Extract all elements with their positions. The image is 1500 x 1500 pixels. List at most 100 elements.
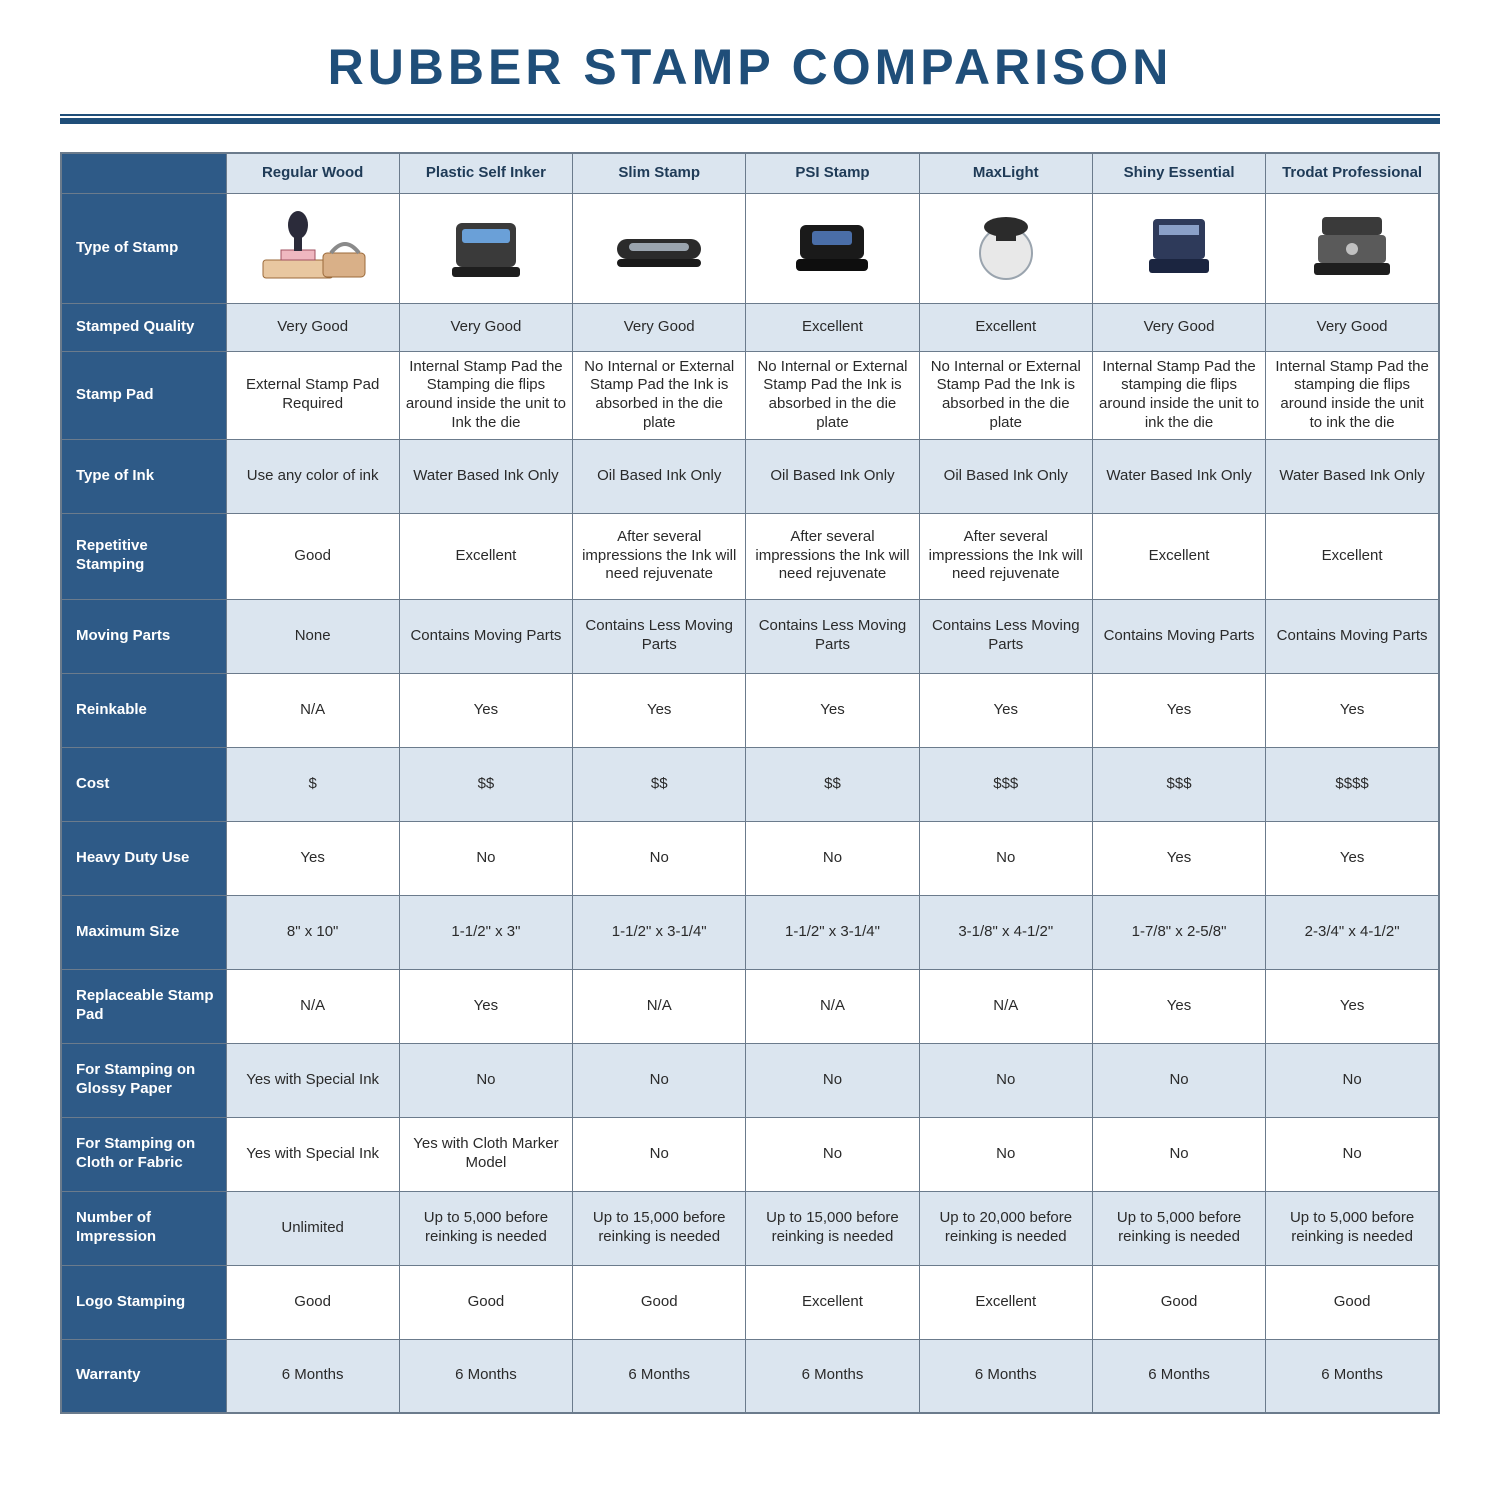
table-cell (1092, 193, 1265, 303)
table-cell: Yes (399, 969, 572, 1043)
table-cell: Oil Based Ink Only (919, 439, 1092, 513)
table-cell: Unlimited (226, 1191, 399, 1265)
row-label: Reinkable (61, 673, 226, 747)
table-cell: No (1092, 1117, 1265, 1191)
table-cell: Good (399, 1265, 572, 1339)
table-cell: Up to 5,000 before reinking is needed (399, 1191, 572, 1265)
table-cell: No Internal or External Stamp Pad the In… (919, 351, 1092, 439)
col-header: PSI Stamp (746, 153, 919, 193)
table-cell: N/A (226, 969, 399, 1043)
table-cell: 3-1/8" x 4-1/2" (919, 895, 1092, 969)
table-cell: 1-7/8" x 2-5/8" (1092, 895, 1265, 969)
table-cell: Internal Stamp Pad the Stamping die flip… (399, 351, 572, 439)
table-cell: Excellent (919, 1265, 1092, 1339)
table-cell: Yes (226, 821, 399, 895)
table-cell: After several impressions the Ink will n… (746, 513, 919, 599)
table-cell: Very Good (1266, 303, 1439, 351)
table-cell: Excellent (399, 513, 572, 599)
table-cell: Yes with Cloth Marker Model (399, 1117, 572, 1191)
table-row: For Stamping on Glossy PaperYes with Spe… (61, 1043, 1439, 1117)
col-header: Trodat Professional (1266, 153, 1439, 193)
table-row: Moving PartsNoneContains Moving PartsCon… (61, 599, 1439, 673)
col-header: Regular Wood (226, 153, 399, 193)
table-cell: 6 Months (746, 1339, 919, 1413)
table-row: Stamped QualityVery GoodVery GoodVery Go… (61, 303, 1439, 351)
table-cell: 1-1/2" x 3-1/4" (573, 895, 746, 969)
table-cell: $$ (573, 747, 746, 821)
table-cell: 6 Months (1092, 1339, 1265, 1413)
table-cell: 1-1/2" x 3-1/4" (746, 895, 919, 969)
table-cell: Very Good (573, 303, 746, 351)
table-cell: 6 Months (919, 1339, 1092, 1413)
row-label: Warranty (61, 1339, 226, 1413)
table-cell: Up to 5,000 before reinking is needed (1092, 1191, 1265, 1265)
table-cell: No (1092, 1043, 1265, 1117)
table-cell: Yes (573, 673, 746, 747)
slim-stamp-icon (599, 272, 719, 289)
table-cell (573, 193, 746, 303)
table-cell: Water Based Ink Only (1092, 439, 1265, 513)
table-row: Type of Stamp (61, 193, 1439, 303)
table-cell: 6 Months (226, 1339, 399, 1413)
table-cell: None (226, 599, 399, 673)
row-label: Moving Parts (61, 599, 226, 673)
table-cell: Contains Less Moving Parts (746, 599, 919, 673)
table-cell: Yes (1266, 969, 1439, 1043)
table-cell: No (746, 821, 919, 895)
table-row: ReinkableN/AYesYesYesYesYesYes (61, 673, 1439, 747)
table-cell: No (746, 1117, 919, 1191)
table-cell: Yes (1092, 969, 1265, 1043)
table-cell: Excellent (746, 1265, 919, 1339)
row-label: Cost (61, 747, 226, 821)
table-cell: $$$ (919, 747, 1092, 821)
table-cell: 6 Months (399, 1339, 572, 1413)
table-cell: No (573, 1117, 746, 1191)
row-label: Heavy Duty Use (61, 821, 226, 895)
table-cell: No (919, 821, 1092, 895)
table-row: Heavy Duty UseYesNoNoNoNoYesYes (61, 821, 1439, 895)
table-cell: Yes with Special Ink (226, 1043, 399, 1117)
table-cell: N/A (573, 969, 746, 1043)
page: RUBBER STAMP COMPARISON Regular Wood Pla… (0, 0, 1500, 1414)
table-cell: No (746, 1043, 919, 1117)
row-label: Stamp Pad (61, 351, 226, 439)
table-cell (399, 193, 572, 303)
table-body: Type of StampStamped QualityVery GoodVer… (61, 193, 1439, 1413)
row-label: Replaceable Stamp Pad (61, 969, 226, 1043)
col-header: Shiny Essential (1092, 153, 1265, 193)
comparison-table: Regular Wood Plastic Self Inker Slim Sta… (60, 152, 1440, 1414)
table-cell: No (573, 821, 746, 895)
table-cell: Yes (746, 673, 919, 747)
row-label: Type of Ink (61, 439, 226, 513)
table-cell: Excellent (746, 303, 919, 351)
table-cell: N/A (746, 969, 919, 1043)
row-label: For Stamping on Cloth or Fabric (61, 1117, 226, 1191)
table-cell: No Internal or External Stamp Pad the In… (573, 351, 746, 439)
shiny-essential-stamp-icon (1119, 272, 1239, 289)
table-cell: Use any color of ink (226, 439, 399, 513)
table-cell: No (399, 821, 572, 895)
table-cell: No (1266, 1043, 1439, 1117)
table-cell: Good (573, 1265, 746, 1339)
header-corner (61, 153, 226, 193)
table-cell: $$$ (1092, 747, 1265, 821)
table-cell: Up to 20,000 before reinking is needed (919, 1191, 1092, 1265)
table-cell (226, 193, 399, 303)
psi-stamp-icon (772, 272, 892, 289)
table-cell: Good (1266, 1265, 1439, 1339)
table-cell (746, 193, 919, 303)
table-row: For Stamping on Cloth or Fabric Yes with … (61, 1117, 1439, 1191)
col-header: MaxLight (919, 153, 1092, 193)
table-row: Maximum Size8" x 10"1-1/2" x 3"1-1/2" x … (61, 895, 1439, 969)
table-cell (1266, 193, 1439, 303)
table-cell: Water Based Ink Only (1266, 439, 1439, 513)
table-cell: Yes (1092, 821, 1265, 895)
table-cell: After several impressions the Ink will n… (573, 513, 746, 599)
table-cell: Yes (1092, 673, 1265, 747)
table-row: Replaceable Stamp PadN/AYesN/AN/AN/AYesY… (61, 969, 1439, 1043)
maxlight-stamp-icon (946, 272, 1066, 289)
table-cell: No (573, 1043, 746, 1117)
table-cell: Good (1092, 1265, 1265, 1339)
table-cell (919, 193, 1092, 303)
wood-handle-stamp-icon (253, 272, 373, 289)
